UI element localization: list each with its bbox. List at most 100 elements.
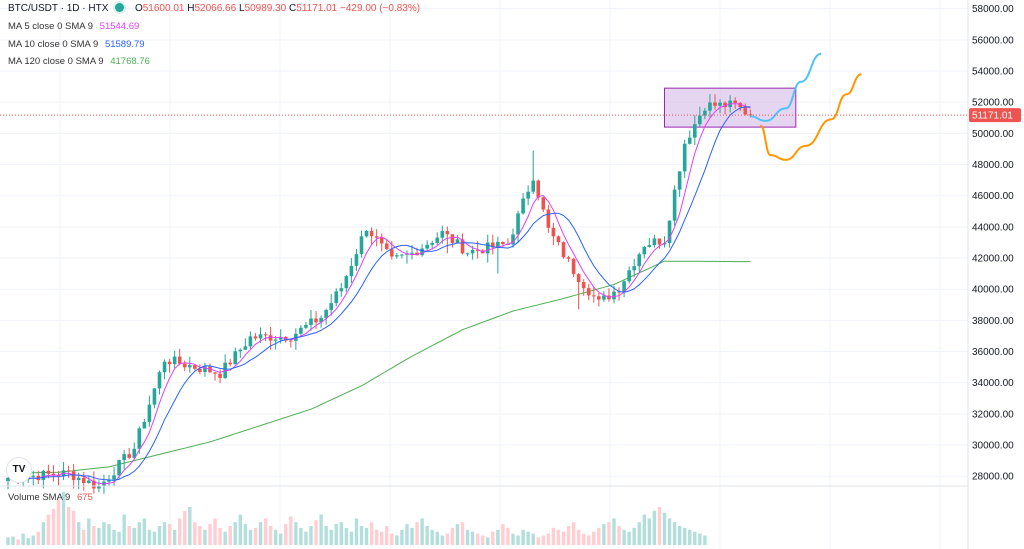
- candle-body: [511, 234, 515, 245]
- high-key: H: [187, 3, 195, 14]
- volume-bar: [546, 533, 551, 545]
- volume-bar: [172, 529, 177, 545]
- candle-body: [228, 362, 232, 365]
- candle-body: [460, 239, 465, 254]
- volume-bar: [587, 535, 591, 545]
- volume-bar: [208, 524, 212, 545]
- volume-bar: [521, 529, 525, 545]
- candle-body: [470, 249, 475, 254]
- volume-bar: [243, 524, 248, 545]
- candle-body: [344, 276, 349, 289]
- candle-body: [516, 213, 520, 235]
- ma5-value: 51544.69: [99, 21, 140, 32]
- volume-bar: [299, 527, 303, 545]
- volume-bar: [400, 529, 404, 545]
- volume-bar: [667, 518, 672, 545]
- volume-bar: [677, 526, 682, 545]
- candle-body: [546, 209, 551, 228]
- volume-bar: [223, 531, 227, 545]
- candle-body: [334, 291, 339, 304]
- change-value: −429.00 (−0.83%): [340, 3, 421, 14]
- volume-bar: [475, 533, 480, 545]
- volume-bar: [445, 533, 450, 545]
- price-tick-label: 40000.00: [972, 285, 1014, 296]
- volume-bar: [284, 524, 288, 545]
- ma120-value: 41768.76: [110, 56, 150, 67]
- candle-body: [536, 180, 541, 198]
- candle-body: [627, 270, 631, 282]
- volume-bar: [561, 531, 566, 545]
- volume-bar: [657, 507, 662, 545]
- candle-body: [450, 234, 455, 244]
- volume-bar: [496, 529, 500, 545]
- low-key: L: [238, 3, 245, 14]
- price-tick-label: 50000.00: [972, 129, 1014, 140]
- volume-bar: [334, 524, 338, 545]
- candle-body: [708, 102, 712, 111]
- candle-body: [177, 356, 182, 364]
- volume-bar: [304, 531, 308, 545]
- bearish-projection-line: [759, 73, 862, 161]
- price-tick-label: 34000.00: [972, 378, 1014, 389]
- volume-bar: [612, 518, 616, 545]
- candle-body: [319, 317, 323, 323]
- candle-body: [31, 475, 36, 477]
- volume-bar: [213, 518, 217, 545]
- volume-value: 675: [76, 492, 93, 503]
- open-value: 51600.01: [142, 3, 185, 14]
- volume-bar: [66, 507, 71, 545]
- candle-body: [693, 124, 697, 138]
- volume-bar: [390, 533, 394, 545]
- candle-body: [622, 281, 626, 293]
- symbol-label[interactable]: BTC/USDT · 1D · HTX: [8, 3, 109, 14]
- ma120-legend[interactable]: MA 120 close 0 SMA 9 41768.76: [8, 56, 150, 67]
- volume-bar: [193, 522, 197, 545]
- candle-body: [556, 236, 561, 243]
- candle-body: [243, 346, 248, 350]
- candle-body: [506, 244, 510, 246]
- volume-bar: [597, 527, 601, 545]
- candle-body: [420, 248, 424, 256]
- candle-body: [278, 336, 283, 340]
- volume-bar: [450, 527, 455, 545]
- candle-body: [142, 421, 147, 429]
- candle-body: [445, 231, 450, 235]
- candle-body: [657, 238, 662, 245]
- volume-bar: [21, 533, 25, 545]
- volume-bar: [16, 539, 20, 545]
- volume-bar: [385, 526, 389, 545]
- volume-bar: [36, 531, 40, 545]
- volume-bar: [430, 529, 434, 545]
- volume-bar: [647, 518, 652, 545]
- high-value: 52066.66: [194, 3, 237, 14]
- candle-body: [273, 339, 278, 341]
- candle-body: [213, 372, 217, 374]
- volume-legend[interactable]: Volume SMA 9 675: [8, 492, 93, 503]
- volume-bar: [258, 522, 263, 545]
- volume-bar: [470, 531, 475, 545]
- candle-body: [193, 365, 197, 369]
- volume-bar: [127, 526, 131, 545]
- volume-bar: [425, 526, 429, 545]
- volume-bar: [178, 518, 182, 545]
- candle-body: [314, 318, 318, 323]
- candle-body: [309, 318, 313, 325]
- tradingview-logo-icon[interactable]: TV: [6, 457, 32, 483]
- candle-body: [258, 334, 263, 339]
- candle-body: [698, 115, 702, 125]
- volume-bar: [279, 533, 283, 545]
- candle-body: [167, 361, 172, 365]
- volume-bar: [142, 518, 147, 545]
- close-key: C: [289, 3, 297, 14]
- volume-bar: [6, 537, 10, 545]
- candle-body: [491, 242, 495, 248]
- candle-body: [198, 368, 202, 373]
- ma10-legend[interactable]: MA 10 close 0 SMA 9 51589.79: [8, 39, 145, 50]
- volume-bar: [415, 522, 419, 545]
- volume-bar: [354, 518, 359, 545]
- ma5-legend[interactable]: MA 5 close 0 SMA 9 51544.69: [8, 21, 139, 32]
- candle-body: [703, 110, 707, 116]
- candle-body: [182, 363, 187, 368]
- low-value: 50989.30: [244, 3, 287, 14]
